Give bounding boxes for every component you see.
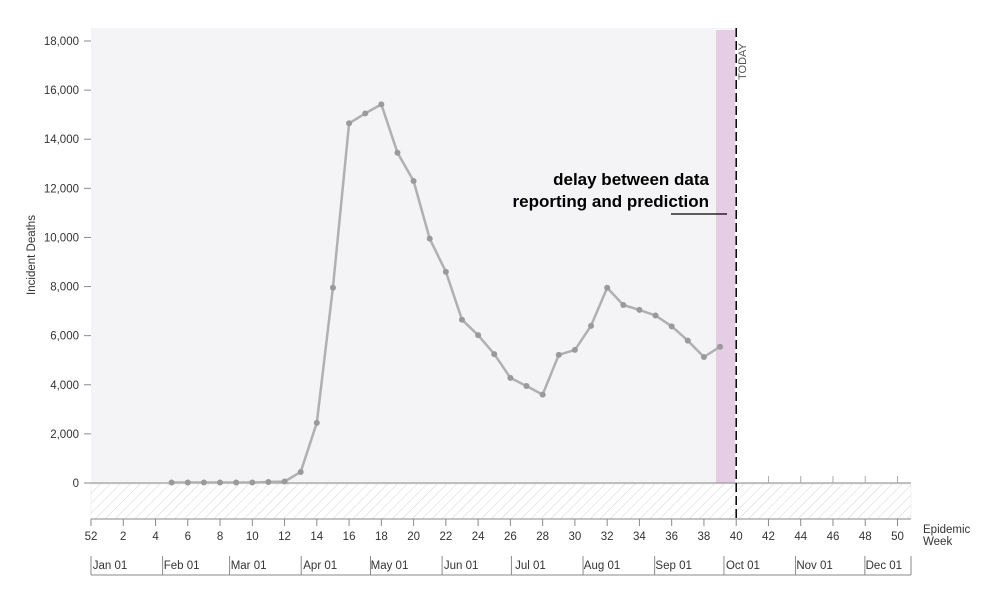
week-tick-label: 16 — [343, 531, 356, 543]
data-point — [523, 383, 530, 390]
data-point — [555, 351, 562, 358]
data-point — [588, 322, 595, 329]
data-point — [700, 354, 707, 361]
month-tick-label: Sep 01 — [655, 560, 691, 572]
data-point — [410, 177, 417, 184]
delay-band — [716, 30, 736, 483]
week-tick-label: 4 — [152, 531, 159, 543]
week-tick-label: 8 — [217, 531, 223, 543]
month-tick-label: May 01 — [371, 560, 409, 572]
y-tick-label: 0 — [73, 478, 79, 490]
month-tick-label: Jul 01 — [515, 560, 546, 572]
week-tick-label: 50 — [891, 531, 904, 543]
week-tick-label: 2 — [120, 531, 126, 543]
data-point — [346, 120, 353, 127]
month-tick-label: Feb 01 — [164, 560, 200, 572]
y-tick-label: 18,000 — [44, 36, 79, 48]
week-tick-label: 20 — [407, 531, 420, 543]
data-point — [491, 351, 498, 358]
annotation-line-1: delay between data — [553, 170, 709, 189]
month-tick-label: Dec 01 — [866, 560, 902, 572]
data-point — [313, 419, 320, 426]
x-axis-title-line-1: Epidemic — [923, 524, 971, 536]
y-tick-label: 8,000 — [50, 282, 79, 294]
data-point — [265, 479, 272, 486]
y-axis: 0 2,000 4,000 6,000 8,000 10,000 12,000 14,000 1… — [44, 36, 91, 490]
today-label: TODAY — [737, 42, 749, 80]
plot-background — [91, 28, 735, 483]
data-point — [168, 479, 175, 486]
data-point — [378, 101, 385, 108]
data-point — [717, 343, 724, 350]
month-tick-label: Jan 01 — [93, 560, 128, 572]
hatched-negative-region — [90, 483, 912, 520]
data-point — [200, 479, 207, 486]
data-point — [233, 479, 240, 486]
data-point — [475, 332, 482, 339]
week-tick-label: 42 — [762, 531, 775, 543]
x-axis-weeks: 52 2 4 6 8 10 12 14 16 18 20 22 24 26 28 30 32 34 36 38 40 42… — [85, 476, 911, 543]
data-point — [539, 391, 546, 398]
y-axis-title: Incident Deaths — [26, 215, 38, 295]
data-point — [604, 284, 611, 291]
week-tick-label: 40 — [730, 531, 743, 543]
week-tick-label: 10 — [246, 531, 259, 543]
series-layer — [168, 101, 724, 486]
week-tick-label: 52 — [85, 531, 98, 543]
y-tick-label: 12,000 — [44, 183, 79, 195]
data-point — [217, 479, 224, 486]
month-tick-label: Mar 01 — [231, 560, 267, 572]
month-tick-label: Aug 01 — [584, 560, 620, 572]
data-point — [184, 479, 191, 486]
data-point — [249, 479, 256, 486]
data-point — [297, 468, 304, 475]
week-tick-label: 44 — [794, 531, 807, 543]
week-tick-label: 14 — [310, 531, 323, 543]
data-point — [652, 312, 659, 319]
month-tick-label: Apr 01 — [303, 560, 337, 572]
month-tick-label: Oct 01 — [726, 560, 760, 572]
week-tick-label: 32 — [601, 531, 614, 543]
x-axis-title-line-2: Week — [923, 536, 952, 548]
month-tick-label: Jun 01 — [444, 560, 479, 572]
data-point — [571, 346, 578, 353]
week-tick-label: 36 — [665, 531, 678, 543]
data-point — [329, 284, 336, 291]
data-point — [507, 374, 514, 381]
week-tick-label: 22 — [439, 531, 452, 543]
data-point — [281, 478, 288, 485]
week-tick-label: 48 — [859, 531, 872, 543]
data-point — [442, 268, 449, 275]
data-point — [394, 149, 401, 156]
data-point — [684, 337, 691, 344]
month-tick-label: Nov 01 — [796, 560, 832, 572]
week-tick-label: 18 — [375, 531, 388, 543]
data-point — [636, 306, 643, 313]
x-axis-months: Jan 01 Feb 01 Mar 01 Apr 01 May 01 Jun 01 Jul … — [90, 556, 912, 576]
week-tick-label: 28 — [536, 531, 549, 543]
data-point — [668, 323, 675, 330]
week-tick-label: 46 — [827, 531, 840, 543]
annotation-line-2: reporting and prediction — [513, 192, 709, 211]
week-tick-label: 34 — [633, 531, 646, 543]
week-tick-label: 38 — [698, 531, 711, 543]
week-tick-label: 6 — [185, 531, 191, 543]
data-point — [362, 110, 369, 117]
data-point — [620, 301, 627, 308]
y-tick-label: 2,000 — [50, 429, 79, 441]
y-tick-label: 14,000 — [44, 134, 79, 146]
y-tick-label: 10,000 — [44, 232, 79, 244]
y-tick-label: 6,000 — [50, 331, 79, 343]
y-tick-label: 4,000 — [50, 380, 79, 392]
data-point — [426, 235, 433, 242]
data-point — [458, 316, 465, 323]
week-tick-label: 12 — [278, 531, 291, 543]
week-tick-label: 26 — [504, 531, 517, 543]
week-tick-label: 24 — [472, 531, 485, 543]
week-tick-label: 30 — [569, 531, 582, 543]
y-tick-label: 16,000 — [44, 85, 79, 97]
